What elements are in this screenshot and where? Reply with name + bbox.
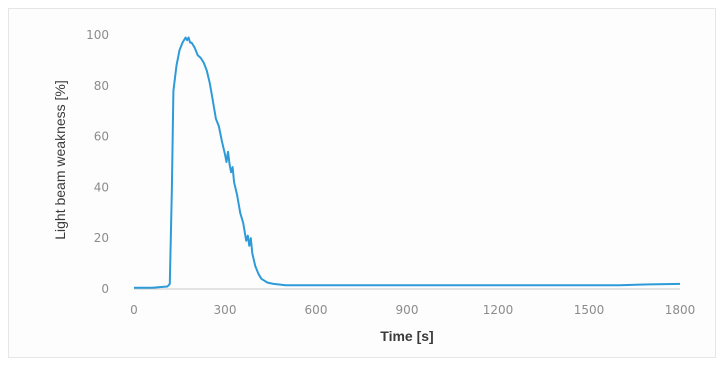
series-line xyxy=(134,36,681,289)
x-tick-label: 1200 xyxy=(483,303,514,317)
series-lines xyxy=(134,36,681,289)
x-axis-title: Time [s] xyxy=(380,328,433,344)
y-tick-label: 0 xyxy=(101,282,109,296)
x-tick-labels: 0 300 600 900 1200 1500 1800 xyxy=(130,303,695,317)
x-tick-label: 300 xyxy=(214,303,237,317)
y-tick-label: 20 xyxy=(94,231,109,245)
chart-frame xyxy=(8,8,716,358)
y-tick-labels: 0 20 40 60 80 100 xyxy=(86,28,109,296)
x-tick-label: 600 xyxy=(305,303,328,317)
x-tick-label: 900 xyxy=(396,303,419,317)
x-tick-label: 0 xyxy=(130,303,138,317)
y-tick-label: 60 xyxy=(94,130,109,144)
y-tick-label: 80 xyxy=(94,79,109,93)
y-axis-title: Light beam weakness [%] xyxy=(52,80,68,240)
y-tick-label: 40 xyxy=(94,180,109,194)
x-tick-label: 1800 xyxy=(665,303,696,317)
y-tick-label: 100 xyxy=(86,28,109,42)
x-tick-label: 1500 xyxy=(574,303,605,317)
